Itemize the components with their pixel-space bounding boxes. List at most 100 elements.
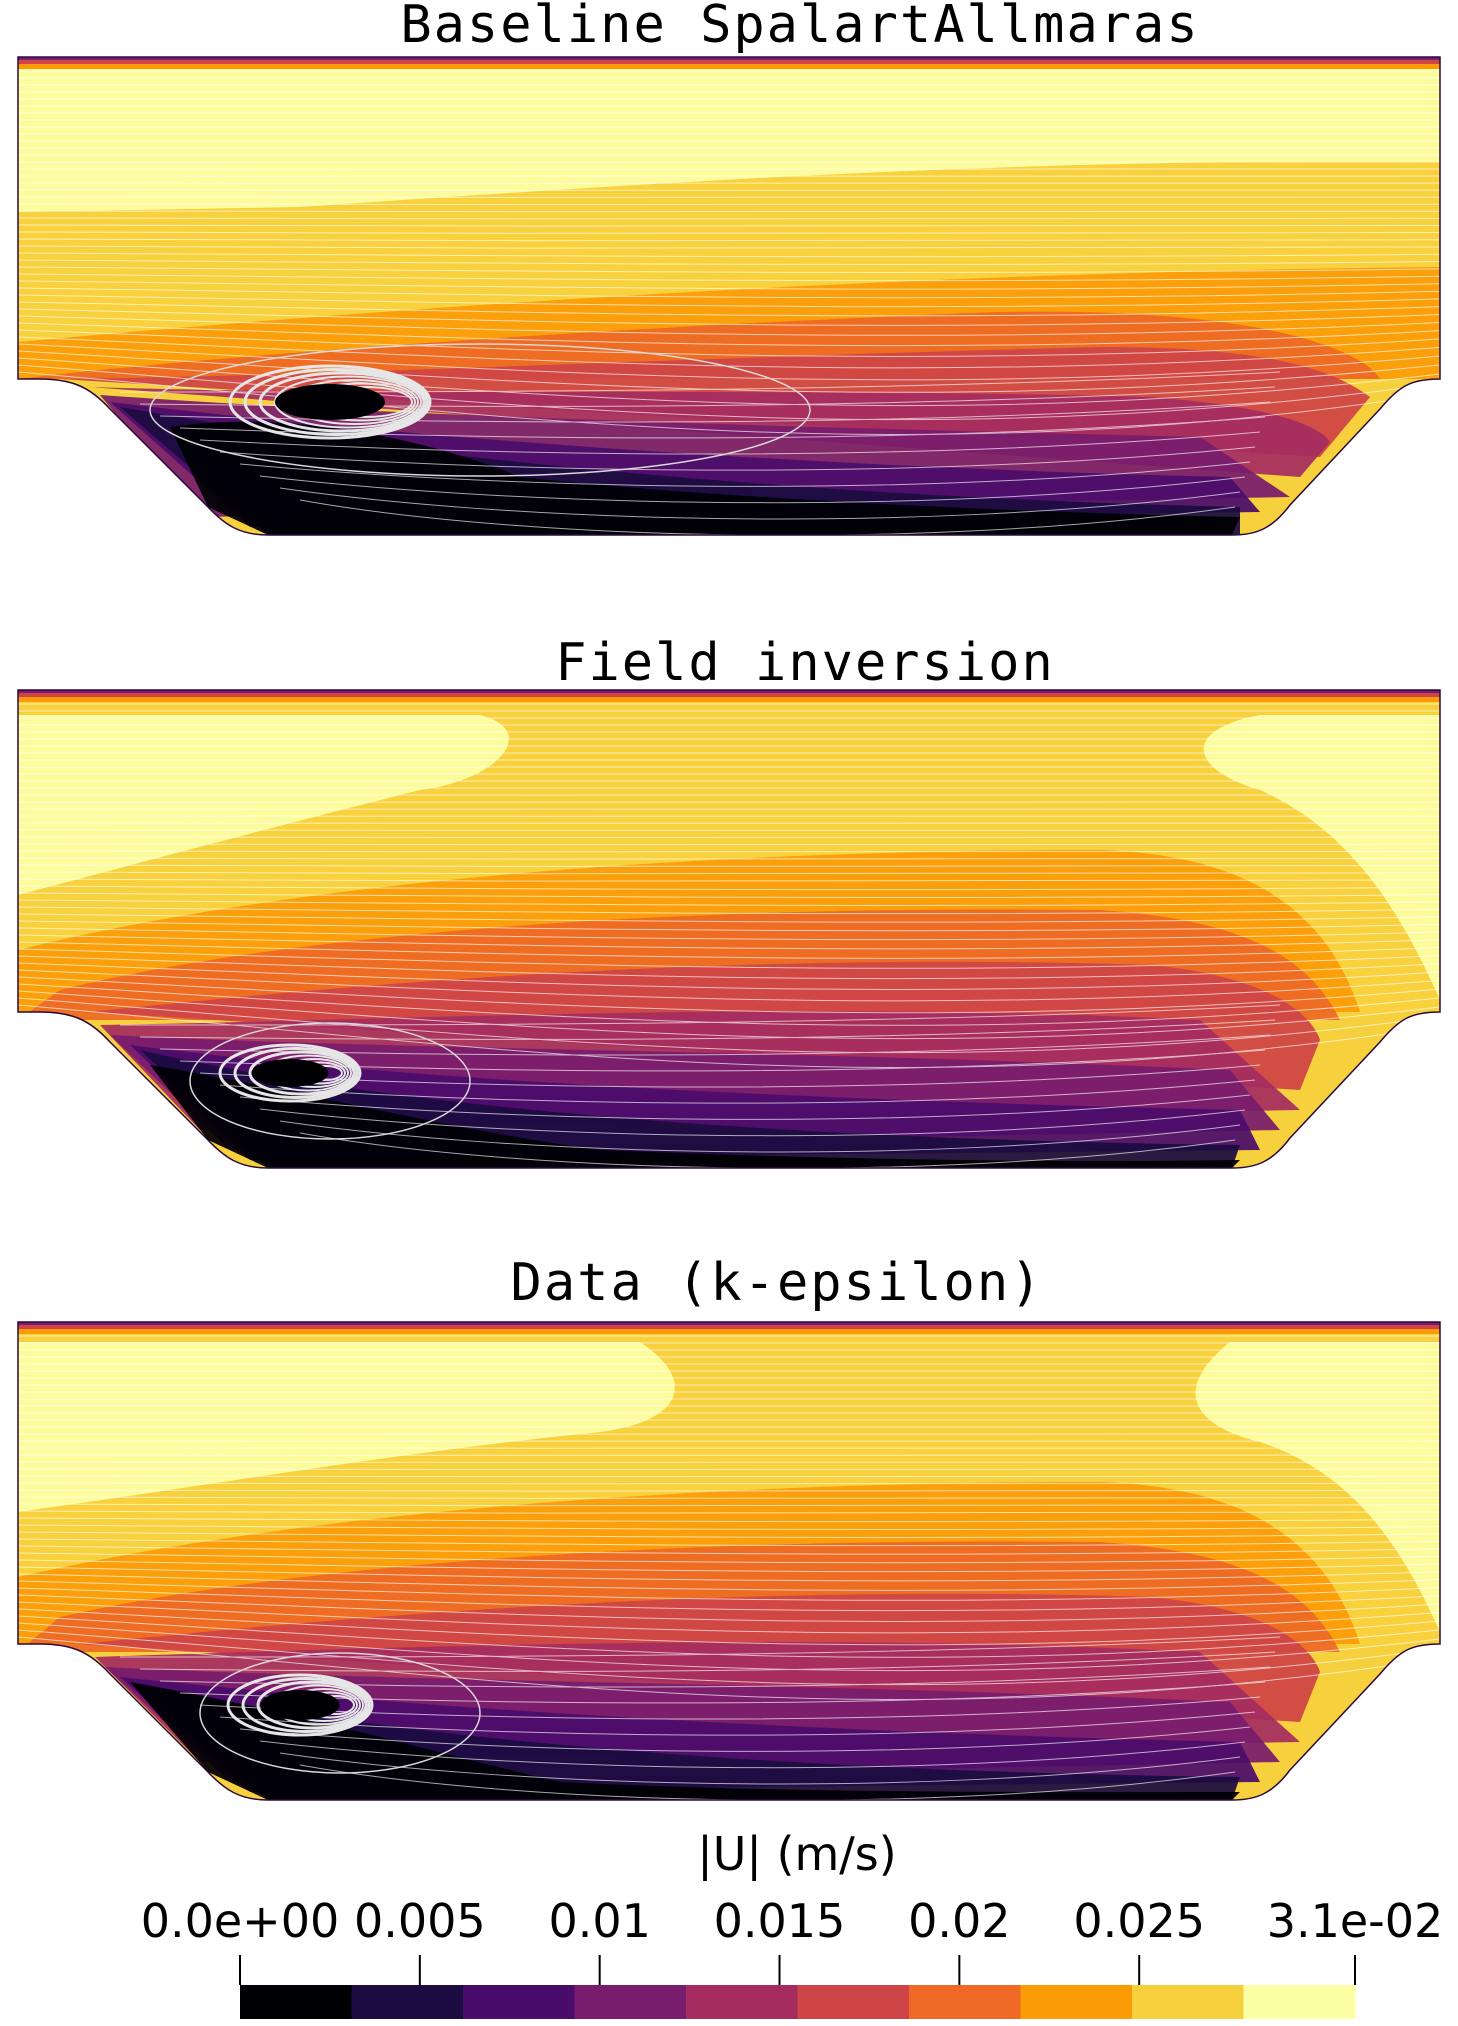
streamline bbox=[18, 364, 1440, 421]
streamline bbox=[239, 461, 1251, 487]
colorbar-tick-label: 0.005 bbox=[354, 1894, 486, 1948]
vortex-streamline bbox=[233, 1047, 359, 1099]
streamline bbox=[18, 1587, 1440, 1612]
streamline bbox=[18, 1552, 1440, 1564]
streamline bbox=[18, 885, 1440, 891]
colorbar-swatch bbox=[463, 1985, 575, 2019]
streamline bbox=[159, 1666, 1271, 1688]
wall-boundary-layer bbox=[18, 64, 1440, 69]
streamline bbox=[18, 1629, 1440, 1686]
streamline bbox=[259, 1740, 1246, 1769]
panel-field-inversion bbox=[17, 689, 1441, 1169]
streamline bbox=[18, 1475, 1440, 1478]
wall-boundary-layer bbox=[18, 60, 1440, 64]
colorbar-tick-label: 0.01 bbox=[548, 1894, 650, 1948]
wall-boundary-layer bbox=[18, 1329, 1440, 1334]
streamline bbox=[18, 259, 1440, 265]
streamline bbox=[179, 416, 1266, 439]
wall-boundary-layer bbox=[18, 1322, 1440, 1325]
streamlines bbox=[18, 1335, 1440, 1800]
wall-boundary-layer bbox=[18, 1325, 1440, 1329]
streamline bbox=[18, 1468, 1440, 1471]
wall-boundary-layer bbox=[18, 693, 1440, 697]
streamline bbox=[18, 1580, 1440, 1601]
vortex-streamline bbox=[149, 343, 811, 477]
streamline bbox=[18, 990, 1440, 1040]
streamline bbox=[18, 1482, 1440, 1485]
streamline bbox=[18, 948, 1440, 969]
streamline bbox=[18, 301, 1440, 317]
streamline bbox=[18, 210, 1440, 213]
vortex-streamline bbox=[189, 1022, 471, 1140]
colorbar-swatch bbox=[1132, 1985, 1244, 2019]
streamline bbox=[18, 1601, 1440, 1634]
vortex-streamline bbox=[228, 364, 432, 440]
colorbar-tick-label: 0.02 bbox=[908, 1894, 1010, 1948]
streamline bbox=[18, 913, 1440, 923]
vortex-streamline bbox=[226, 1673, 374, 1737]
contour-band bbox=[1203, 715, 1440, 1000]
streamline bbox=[219, 1079, 1256, 1104]
streamline bbox=[18, 287, 1440, 299]
streamline bbox=[139, 1019, 1276, 1040]
streamline bbox=[18, 941, 1440, 959]
streamline bbox=[18, 1573, 1440, 1591]
streamline bbox=[18, 850, 1440, 853]
vortex-core bbox=[260, 1690, 340, 1720]
colorbar-title: |U| (m/s) bbox=[697, 1827, 896, 1882]
streamline bbox=[139, 1651, 1276, 1672]
colorbar-swatches bbox=[240, 1985, 1356, 2019]
panel-title-baseline: Baseline SpalartAllmaras bbox=[400, 0, 1199, 55]
streamline bbox=[18, 329, 1440, 357]
velocity-contour-field bbox=[18, 1322, 1440, 1800]
streamline bbox=[18, 892, 1440, 898]
wall-boundary-layer bbox=[18, 57, 1440, 60]
streamline bbox=[239, 1094, 1251, 1120]
colorbar-swatch bbox=[686, 1985, 798, 2019]
colorbar-swatch bbox=[797, 1985, 910, 2019]
streamline bbox=[18, 906, 1440, 915]
streamline bbox=[18, 252, 1440, 258]
colorbar-swatch bbox=[1243, 1985, 1356, 2019]
streamline bbox=[18, 336, 1440, 369]
streamline bbox=[18, 343, 1440, 381]
streamline bbox=[18, 280, 1440, 290]
colorbar-swatch bbox=[909, 1985, 1021, 2019]
streamline bbox=[279, 487, 1241, 520]
streamline bbox=[18, 322, 1440, 347]
streamline bbox=[18, 294, 1440, 308]
streamline bbox=[18, 217, 1440, 220]
streamline bbox=[18, 976, 1440, 1014]
streamline bbox=[18, 843, 1440, 846]
domain-outline bbox=[17, 56, 1441, 536]
recirculation-vortex bbox=[189, 1022, 471, 1140]
colorbar-swatch bbox=[574, 1985, 687, 2019]
colorbar-tick-label: 0.015 bbox=[714, 1894, 846, 1948]
streamline bbox=[18, 1559, 1440, 1573]
vortex-streamline bbox=[218, 1043, 362, 1103]
colorbar-tick-labels: 0.0e+00 0.005 0.01 0.015 0.02 0.025 3.1e-02 bbox=[141, 1894, 1444, 1948]
contour-band bbox=[150, 1065, 1240, 1168]
vortex-streamline bbox=[241, 1677, 371, 1733]
velocity-contour-field bbox=[18, 57, 1440, 535]
streamline bbox=[18, 1608, 1440, 1646]
streamline bbox=[18, 1531, 1440, 1538]
streamline bbox=[18, 927, 1440, 941]
panel-title-field-inversion: Field inversion bbox=[555, 633, 1055, 693]
contour-band bbox=[130, 1682, 1240, 1800]
domain-outline bbox=[17, 1321, 1441, 1801]
vortex-streamline bbox=[199, 1652, 481, 1774]
streamline bbox=[18, 1566, 1440, 1582]
streamline bbox=[18, 1594, 1440, 1622]
colorbar-swatch bbox=[1020, 1985, 1133, 2019]
vortex-streamline bbox=[248, 1050, 356, 1096]
streamline bbox=[239, 1726, 1251, 1752]
contour-band bbox=[1195, 1342, 1440, 1632]
streamline bbox=[18, 836, 1440, 839]
streamline bbox=[18, 920, 1440, 932]
panel-baseline bbox=[17, 56, 1441, 536]
streamline bbox=[18, 962, 1440, 990]
streamline bbox=[259, 1108, 1246, 1137]
colorbar-tick-label: 0.025 bbox=[1073, 1894, 1205, 1948]
